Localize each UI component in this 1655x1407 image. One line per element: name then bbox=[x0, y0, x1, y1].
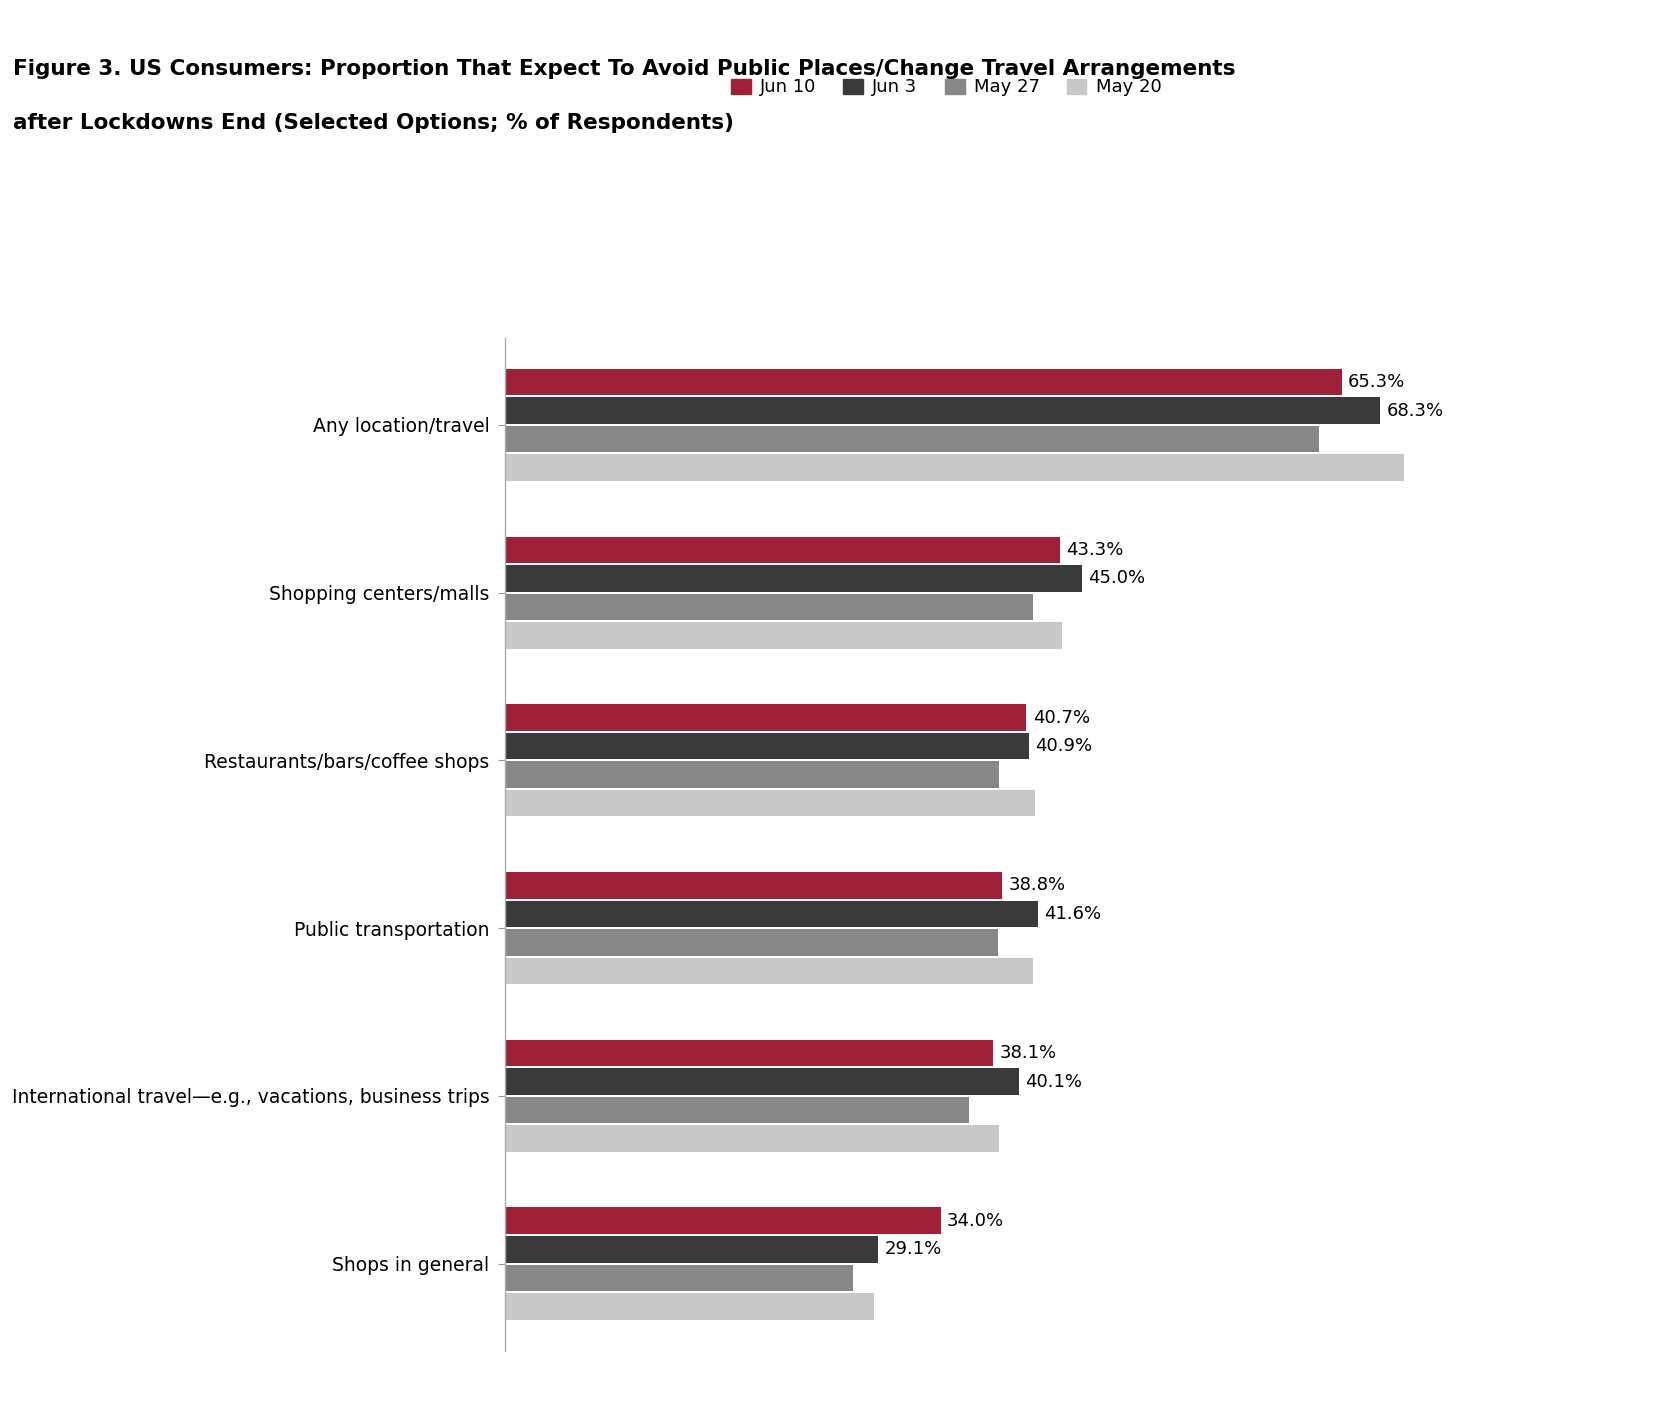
Text: after Lockdowns End (Selected Options; % of Respondents): after Lockdowns End (Selected Options; %… bbox=[13, 113, 735, 132]
Bar bbox=[505, 1126, 1000, 1152]
Bar bbox=[505, 369, 1342, 395]
Bar bbox=[505, 872, 1001, 899]
Text: 45.0%: 45.0% bbox=[1087, 570, 1145, 587]
Bar bbox=[505, 1235, 877, 1262]
Bar bbox=[505, 1293, 874, 1320]
Bar bbox=[505, 958, 1033, 983]
Bar bbox=[505, 900, 1038, 927]
Bar bbox=[505, 929, 998, 955]
Bar bbox=[505, 789, 1036, 816]
Text: Figure 3. US Consumers: Proportion That Expect To Avoid Public Places/Change Tra: Figure 3. US Consumers: Proportion That … bbox=[13, 59, 1236, 79]
Bar bbox=[505, 1068, 1019, 1095]
Bar bbox=[505, 536, 1059, 563]
Bar bbox=[505, 454, 1405, 481]
Bar bbox=[505, 566, 1081, 591]
Bar bbox=[505, 1097, 968, 1123]
Text: 43.3%: 43.3% bbox=[1066, 540, 1124, 559]
Text: 40.7%: 40.7% bbox=[1033, 709, 1091, 726]
Bar bbox=[505, 397, 1380, 424]
Text: 40.9%: 40.9% bbox=[1036, 737, 1092, 756]
Bar bbox=[505, 705, 1026, 730]
Bar bbox=[505, 594, 1033, 620]
Text: 34.0%: 34.0% bbox=[947, 1211, 1005, 1230]
Text: 40.1%: 40.1% bbox=[1024, 1072, 1082, 1090]
Bar bbox=[505, 622, 1063, 649]
Bar bbox=[505, 1265, 854, 1292]
Bar bbox=[505, 1040, 993, 1067]
Text: 38.1%: 38.1% bbox=[1000, 1044, 1056, 1062]
Bar bbox=[505, 733, 1029, 760]
Bar bbox=[505, 761, 1000, 788]
Text: 38.8%: 38.8% bbox=[1008, 877, 1066, 895]
Bar bbox=[505, 426, 1319, 453]
Bar bbox=[505, 1207, 940, 1234]
Text: 41.6%: 41.6% bbox=[1044, 905, 1102, 923]
Text: 29.1%: 29.1% bbox=[884, 1240, 942, 1258]
Text: 65.3%: 65.3% bbox=[1349, 373, 1405, 391]
Text: 68.3%: 68.3% bbox=[1387, 401, 1443, 419]
Legend: Jun 10, Jun 3, May 27, May 20: Jun 10, Jun 3, May 27, May 20 bbox=[732, 79, 1162, 96]
